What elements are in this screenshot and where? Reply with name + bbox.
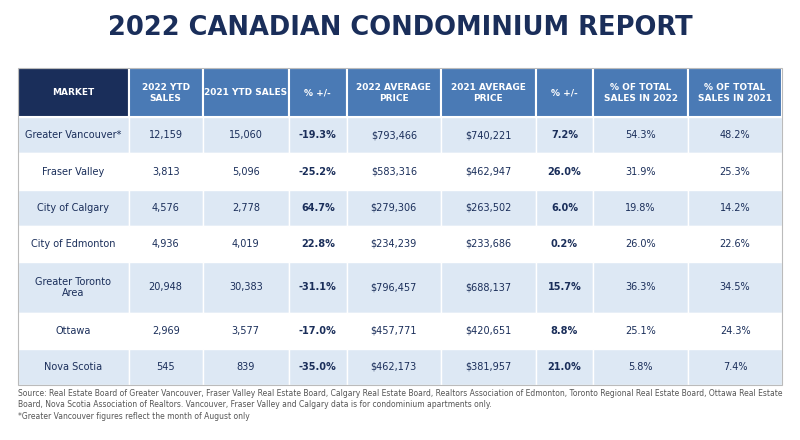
Text: Source: Real Estate Board of Greater Vancouver, Fraser Valley Real Estate Board,: Source: Real Estate Board of Greater Van… [18,389,782,421]
Text: 5.8%: 5.8% [628,362,653,372]
Text: 21.0%: 21.0% [547,362,582,372]
Text: $233,686: $233,686 [466,239,511,249]
Text: 839: 839 [237,362,255,372]
Text: 6.0%: 6.0% [551,203,578,213]
Text: 4,576: 4,576 [152,203,179,213]
Text: $462,173: $462,173 [370,362,417,372]
Text: 2022 YTD
SALES: 2022 YTD SALES [142,83,190,103]
Text: 7.2%: 7.2% [551,130,578,140]
Text: Nova Scotia: Nova Scotia [44,362,102,372]
Text: 2021 YTD SALES: 2021 YTD SALES [204,88,287,97]
Text: 19.8%: 19.8% [626,203,656,213]
Text: 25.3%: 25.3% [720,167,750,176]
Text: $381,957: $381,957 [466,362,511,372]
Text: $793,466: $793,466 [370,130,417,140]
Text: 2,778: 2,778 [232,203,260,213]
Text: Ottawa: Ottawa [55,326,90,336]
Text: 4,936: 4,936 [152,239,179,249]
Text: Greater Vancouver*: Greater Vancouver* [25,130,122,140]
Text: % +/-: % +/- [304,88,331,97]
Text: 25.1%: 25.1% [625,326,656,336]
Text: Fraser Valley: Fraser Valley [42,167,104,176]
Text: $583,316: $583,316 [370,167,417,176]
Text: 20,948: 20,948 [149,282,182,292]
Text: 26.0%: 26.0% [626,239,656,249]
Text: 4,019: 4,019 [232,239,260,249]
Text: $234,239: $234,239 [370,239,417,249]
Text: 24.3%: 24.3% [720,326,750,336]
Text: 64.7%: 64.7% [301,203,334,213]
Text: 545: 545 [156,362,175,372]
Text: -17.0%: -17.0% [299,326,337,336]
Text: $263,502: $263,502 [466,203,511,213]
Text: -31.1%: -31.1% [299,282,337,292]
Text: % +/-: % +/- [551,88,578,97]
Text: 2022 CANADIAN CONDOMINIUM REPORT: 2022 CANADIAN CONDOMINIUM REPORT [108,15,692,41]
Text: 0.2%: 0.2% [551,239,578,249]
Text: 26.0%: 26.0% [547,167,582,176]
Text: MARKET: MARKET [52,88,94,97]
Text: $688,137: $688,137 [466,282,511,292]
Text: Greater Toronto
Area: Greater Toronto Area [35,276,111,298]
Text: 5,096: 5,096 [232,167,260,176]
Text: 15.7%: 15.7% [547,282,582,292]
Text: City of Calgary: City of Calgary [37,203,109,213]
Text: 22.8%: 22.8% [301,239,334,249]
Text: $420,651: $420,651 [466,326,511,336]
Text: -25.2%: -25.2% [299,167,337,176]
Text: $796,457: $796,457 [370,282,417,292]
Text: % OF TOTAL
SALES IN 2022: % OF TOTAL SALES IN 2022 [603,83,678,103]
Text: 12,159: 12,159 [149,130,182,140]
Text: 22.6%: 22.6% [720,239,750,249]
Text: 8.8%: 8.8% [551,326,578,336]
Text: 3,813: 3,813 [152,167,179,176]
Text: 3,577: 3,577 [232,326,260,336]
Text: 34.5%: 34.5% [720,282,750,292]
Text: 14.2%: 14.2% [720,203,750,213]
Text: $462,947: $462,947 [466,167,511,176]
Text: 36.3%: 36.3% [626,282,656,292]
Text: 2022 AVERAGE
PRICE: 2022 AVERAGE PRICE [356,83,431,103]
Text: $279,306: $279,306 [370,203,417,213]
Text: 2,969: 2,969 [152,326,179,336]
Text: 48.2%: 48.2% [720,130,750,140]
Text: 31.9%: 31.9% [626,167,656,176]
Text: 54.3%: 54.3% [626,130,656,140]
Text: $457,771: $457,771 [370,326,417,336]
Text: -35.0%: -35.0% [299,362,337,372]
Text: 7.4%: 7.4% [723,362,747,372]
Text: 15,060: 15,060 [229,130,262,140]
Text: 30,383: 30,383 [229,282,262,292]
Text: % OF TOTAL
SALES IN 2021: % OF TOTAL SALES IN 2021 [698,83,772,103]
Text: -19.3%: -19.3% [299,130,337,140]
Text: City of Edmonton: City of Edmonton [31,239,115,249]
Text: 2021 AVERAGE
PRICE: 2021 AVERAGE PRICE [451,83,526,103]
Text: $740,221: $740,221 [466,130,511,140]
